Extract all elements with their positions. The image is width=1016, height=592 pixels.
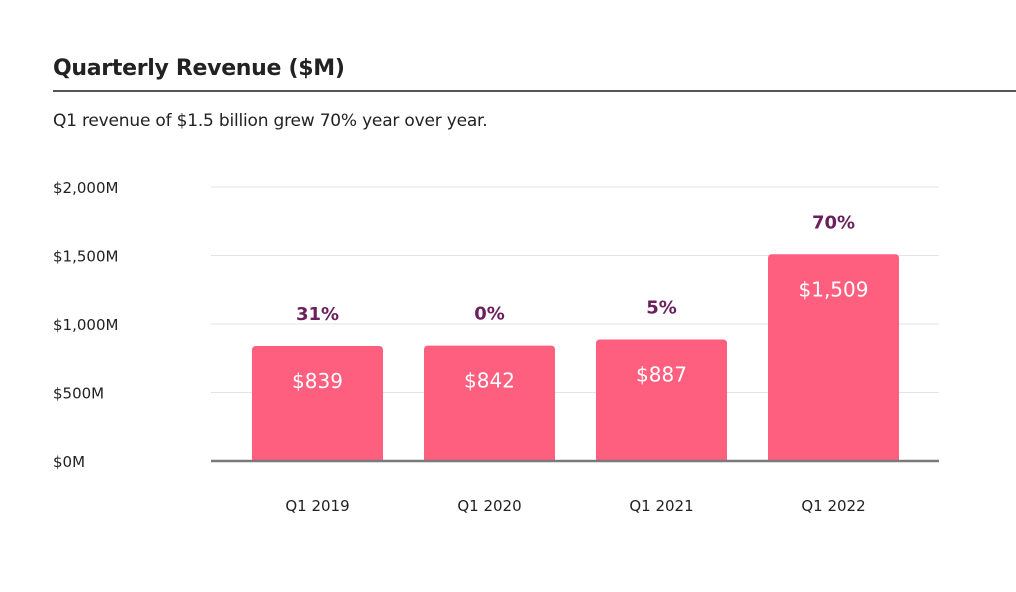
bar-value-label: $1,509	[799, 277, 869, 301]
growth-label: 70%	[812, 212, 855, 233]
y-tick-label: $500M	[53, 385, 104, 403]
bar-value-label: $887	[636, 362, 687, 386]
y-axis: $0M $500M $1,000M $1,500M $2,000M	[53, 179, 118, 471]
bar	[768, 254, 899, 461]
y-tick-label: $2,000M	[53, 179, 118, 197]
y-tick-label: $1,000M	[53, 316, 118, 334]
x-tick-label: Q1 2020	[457, 497, 521, 515]
y-tick-label: $1,500M	[53, 248, 118, 266]
bars: $839 31% $842 0% $887 5% $1,509 70%	[252, 212, 899, 461]
growth-label: 0%	[474, 304, 505, 325]
x-tick-label: Q1 2022	[801, 497, 865, 515]
y-tick-label: $0M	[53, 453, 85, 471]
growth-label: 5%	[646, 297, 677, 318]
bar-value-label: $842	[464, 369, 515, 393]
title-divider	[53, 90, 1016, 92]
x-axis: Q1 2019 Q1 2020 Q1 2021 Q1 2022	[211, 459, 939, 515]
x-tick-label: Q1 2021	[629, 497, 693, 515]
x-tick-label: Q1 2019	[285, 497, 349, 515]
growth-label: 31%	[296, 304, 339, 325]
bar	[596, 339, 727, 461]
chart-title: Quarterly Revenue ($M)	[53, 56, 345, 81]
bar	[424, 345, 555, 461]
chart-subtitle: Q1 revenue of $1.5 billion grew 70% year…	[53, 111, 488, 131]
bar-value-label: $839	[292, 369, 343, 393]
bar	[252, 346, 383, 461]
